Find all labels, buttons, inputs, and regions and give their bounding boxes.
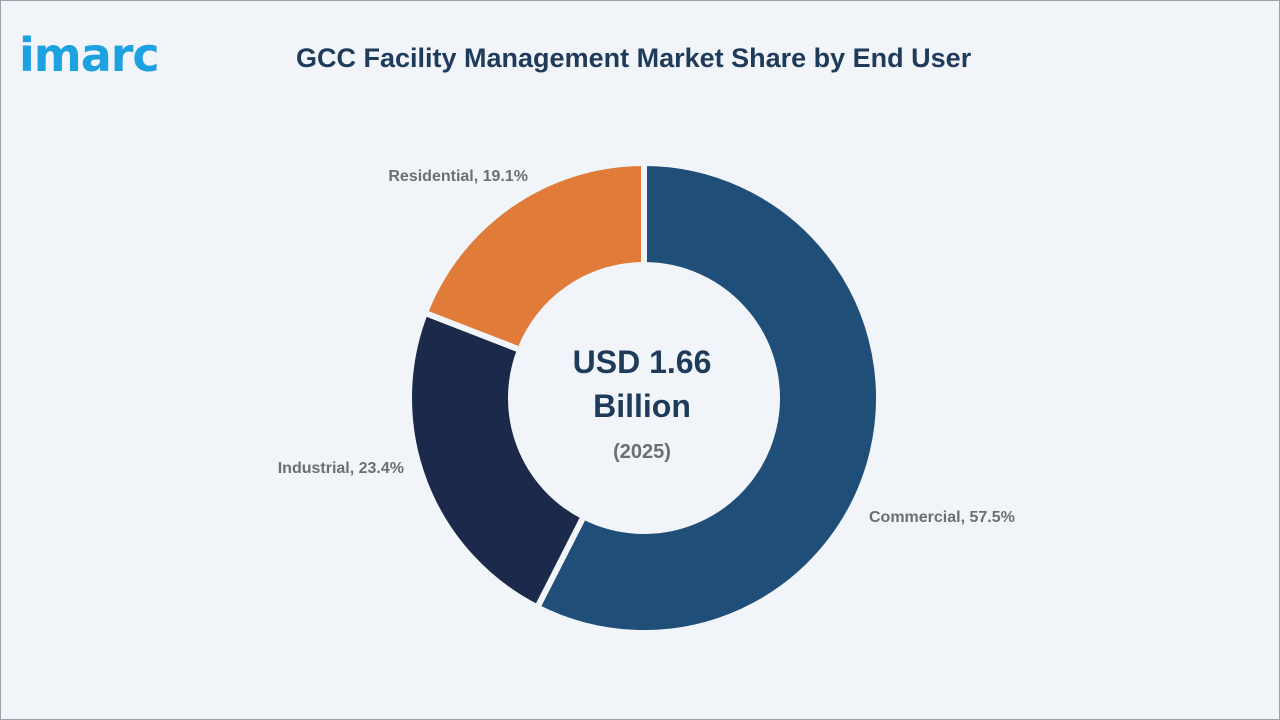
slice-label-residential: Residential, 19.1% — [388, 168, 528, 185]
donut-slices — [406, 159, 882, 636]
slice-residential — [421, 159, 647, 354]
slice-industrial — [406, 308, 588, 612]
center-text: USD 1.66 Billion (2025) — [573, 344, 712, 463]
slice-label-industrial: Industrial, 23.4% — [278, 460, 404, 477]
imarc-logo: imarc — [19, 25, 209, 85]
center-value-line1: USD 1.66 — [573, 344, 712, 380]
logo-text: imarc — [19, 28, 160, 82]
slice-label-commercial: Commercial, 57.5% — [869, 509, 1015, 526]
center-year: (2025) — [613, 441, 671, 463]
slice-commercial — [533, 159, 882, 636]
slice-labels: Commercial, 57.5% Industrial, 23.4% Resi… — [278, 168, 1015, 526]
chart-title: GCC Facility Management Market Share by … — [296, 43, 972, 73]
center-value-line2: Billion — [593, 388, 691, 424]
